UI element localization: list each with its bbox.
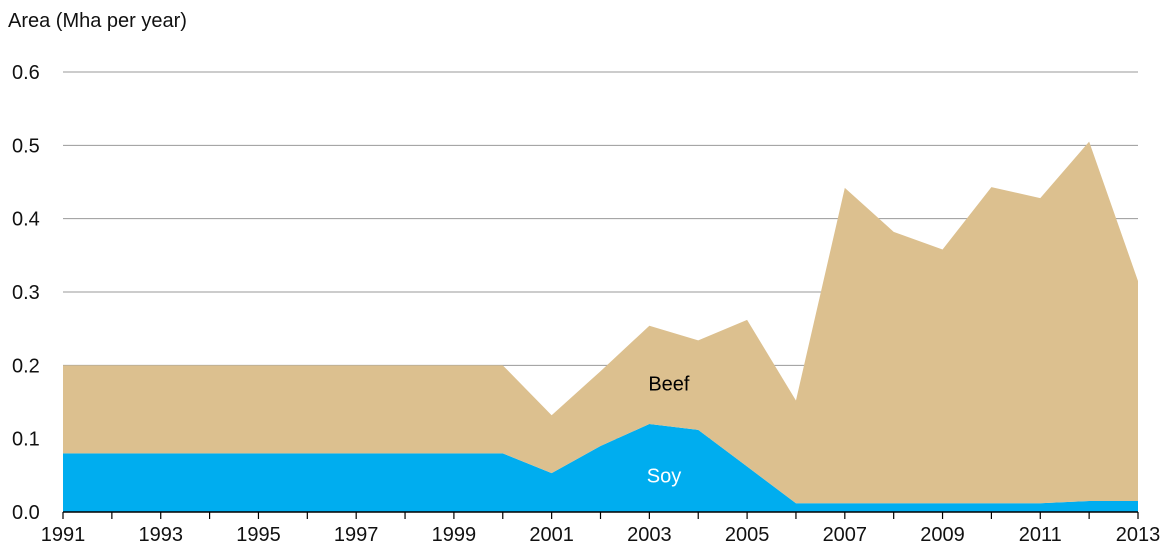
x-tick-label: 1991 [41, 524, 86, 546]
x-tick-label: 2001 [529, 524, 574, 546]
y-tick-label: 0.2 [12, 355, 40, 377]
y-tick-label: 0.4 [12, 209, 40, 231]
y-tick-label: 0.3 [12, 282, 40, 304]
area-soy [63, 424, 1138, 512]
y-tick-labels: 0.0 0.1 0.2 0.3 0.4 0.5 0.6 [12, 62, 40, 524]
series-label-beef: Beef [648, 374, 690, 396]
x-tick-label: 1997 [334, 524, 379, 546]
x-tick-label: 1999 [432, 524, 477, 546]
series-labels: Beef Soy [647, 374, 690, 488]
area-beef [63, 141, 1138, 504]
y-axis-title: Area (Mha per year) [8, 10, 187, 32]
x-tick-label: 2011 [1019, 524, 1062, 546]
y-tick-label: 0.0 [12, 502, 40, 524]
x-tick-label: 2009 [920, 524, 965, 546]
series-label-soy: Soy [647, 465, 681, 487]
area-series [63, 141, 1138, 512]
axes [62, 511, 1139, 519]
x-tick-label: 2003 [627, 524, 672, 546]
x-tick-label: 1995 [236, 524, 281, 546]
x-tick-label: 1993 [138, 524, 183, 546]
x-tick-labels: 1991 1993 1995 1997 1999 2001 2003 2005 2007 2009… [41, 524, 1161, 546]
y-tick-label: 0.6 [12, 62, 40, 84]
x-tick-label: 2007 [823, 524, 868, 546]
x-tick-label: 2005 [725, 524, 770, 546]
y-tick-label: 0.5 [12, 135, 40, 157]
y-tick-label: 0.1 [12, 429, 40, 451]
x-tick-label: 2013 [1116, 524, 1161, 546]
